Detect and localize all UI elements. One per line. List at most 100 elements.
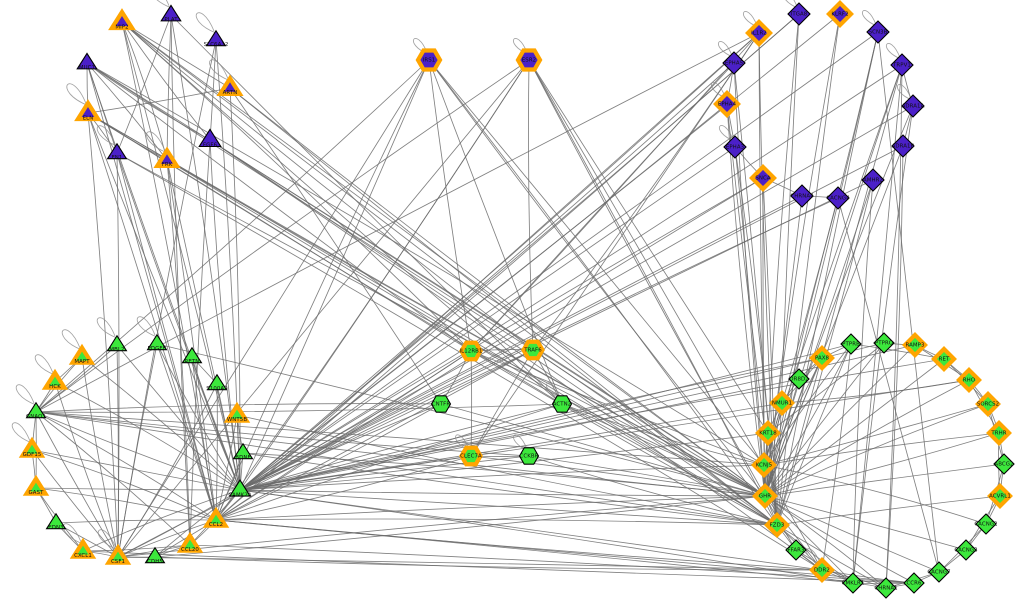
node-shape-hexagon[interactable] — [459, 340, 483, 362]
graph-node[interactable]: TRHR — [986, 420, 1012, 446]
node-shape-diamond[interactable] — [956, 367, 982, 393]
node-shape-diamond[interactable] — [891, 134, 915, 158]
node-shape-triangle[interactable] — [108, 8, 136, 31]
node-shape-diamond[interactable] — [764, 512, 790, 538]
node-shape-triangle[interactable] — [74, 99, 102, 122]
node-shape-diamond[interactable] — [890, 53, 914, 77]
node-shape-triangle[interactable] — [216, 74, 244, 96]
node-shape-triangle[interactable] — [153, 146, 181, 168]
node-shape-diamond[interactable] — [752, 483, 778, 509]
graph-node[interactable]: CACNG4 — [826, 186, 850, 210]
node-shape-diamond[interactable] — [842, 572, 864, 594]
node-shape-diamond[interactable] — [861, 168, 885, 192]
graph-node[interactable]: PTPRB — [840, 333, 862, 355]
graph-node[interactable]: GDF15 — [18, 436, 46, 458]
graph-node[interactable]: MAPT — [68, 343, 96, 365]
node-shape-triangle[interactable] — [160, 4, 182, 22]
graph-node[interactable]: SCN3B — [866, 20, 890, 44]
node-shape-triangle[interactable] — [104, 543, 132, 565]
node-shape-diamond[interactable] — [903, 572, 925, 594]
node-shape-diamond[interactable] — [809, 345, 835, 371]
node-shape-triangle[interactable] — [146, 333, 168, 351]
node-shape-triangle[interactable] — [45, 512, 67, 530]
node-shape-diamond[interactable] — [987, 483, 1013, 509]
node-shape-diamond[interactable] — [755, 420, 781, 446]
graph-node[interactable]: KLRF2 — [826, 0, 854, 28]
node-shape-hexagon[interactable] — [518, 447, 540, 465]
node-shape-triangle[interactable] — [206, 373, 228, 391]
node-shape-triangle[interactable] — [205, 29, 227, 47]
graph-node[interactable]: CCKBR — [518, 447, 540, 465]
graph-node[interactable]: ACTN2 — [551, 395, 573, 413]
node-shape-triangle[interactable] — [228, 479, 252, 497]
graph-node[interactable]: GAST — [22, 474, 50, 496]
node-shape-triangle[interactable] — [232, 442, 254, 460]
node-shape-diamond[interactable] — [826, 186, 850, 210]
graph-node[interactable]: CHRNA4 — [790, 184, 814, 208]
node-shape-hexagon[interactable] — [551, 395, 573, 413]
node-shape-triangle[interactable] — [198, 128, 222, 148]
graph-node[interactable]: TRAF6 — [521, 339, 545, 361]
graph-node[interactable]: CNTFR — [430, 395, 452, 413]
graph-node[interactable]: MIP2 — [108, 8, 136, 31]
graph-node[interactable]: CCR6 — [903, 572, 925, 594]
node-shape-diamond[interactable] — [928, 561, 950, 583]
node-shape-diamond[interactable] — [745, 19, 773, 47]
node-shape-diamond[interactable] — [986, 420, 1012, 446]
graph-node[interactable]: IRS1 — [415, 48, 443, 72]
node-shape-triangle[interactable] — [18, 436, 46, 458]
node-shape-triangle[interactable] — [106, 334, 128, 352]
node-shape-diamond[interactable] — [769, 390, 795, 416]
node-shape-diamond[interactable] — [840, 333, 862, 355]
node-shape-triangle[interactable] — [68, 343, 96, 365]
node-shape-diamond[interactable] — [931, 346, 957, 372]
node-shape-triangle[interactable] — [176, 531, 204, 553]
node-shape-diamond[interactable] — [722, 51, 746, 75]
node-shape-diamond[interactable] — [751, 452, 777, 478]
graph-node[interactable]: AMHR2 — [861, 168, 885, 192]
node-shape-diamond[interactable] — [826, 0, 854, 28]
graph-node[interactable]: IL1R2 — [745, 19, 773, 47]
node-shape-diamond[interactable] — [809, 557, 835, 583]
node-shape-triangle[interactable] — [181, 346, 203, 364]
node-shape-hexagon[interactable] — [459, 445, 483, 467]
node-shape-triangle[interactable] — [144, 546, 166, 564]
node-shape-diamond[interactable] — [901, 94, 925, 118]
node-shape-diamond[interactable] — [723, 135, 747, 159]
node-shape-triangle[interactable] — [76, 52, 98, 70]
node-shape-hexagon[interactable] — [515, 48, 543, 72]
node-shape-hexagon[interactable] — [415, 48, 443, 72]
node-shape-hexagon[interactable] — [521, 339, 545, 361]
graph-node[interactable]: S100A9 — [206, 373, 228, 392]
graph-node[interactable]: RHO — [956, 367, 982, 393]
node-shape-diamond[interactable] — [873, 332, 895, 354]
node-shape-diamond[interactable] — [993, 453, 1015, 475]
node-shape-triangle[interactable] — [223, 401, 251, 423]
graph-node[interactable]: MBL2 — [106, 334, 128, 353]
node-shape-diamond[interactable] — [749, 164, 777, 192]
node-shape-triangle[interactable] — [41, 368, 69, 390]
node-shape-diamond[interactable] — [788, 368, 810, 390]
node-shape-diamond[interactable] — [955, 539, 977, 561]
node-shape-triangle[interactable] — [69, 537, 97, 559]
graph-node[interactable]: FGF6 — [198, 128, 222, 149]
graph-node[interactable]: ADRA1A — [901, 94, 925, 118]
node-shape-diamond[interactable] — [902, 332, 928, 358]
node-shape-triangle[interactable] — [106, 142, 128, 160]
node-shape-diamond[interactable] — [975, 513, 997, 535]
node-shape-diamond[interactable] — [866, 20, 890, 44]
node-shape-diamond[interactable] — [785, 539, 807, 561]
graph-node[interactable]: IL12RB1 — [459, 340, 483, 362]
node-shape-diamond[interactable] — [713, 90, 741, 118]
graph-node[interactable]: CACNG2 — [974, 513, 998, 535]
graph-node[interactable]: EPHA5 — [722, 51, 746, 75]
graph-node[interactable]: ITGA8 — [787, 2, 811, 26]
graph-node[interactable]: PLAT — [160, 4, 182, 23]
node-shape-triangle[interactable] — [22, 474, 50, 496]
graph-node[interactable]: FFAR3 — [785, 539, 807, 561]
node-shape-diamond[interactable] — [975, 391, 1001, 417]
node-shape-triangle[interactable] — [202, 506, 230, 528]
graph-node[interactable]: MUC1 — [76, 52, 98, 71]
